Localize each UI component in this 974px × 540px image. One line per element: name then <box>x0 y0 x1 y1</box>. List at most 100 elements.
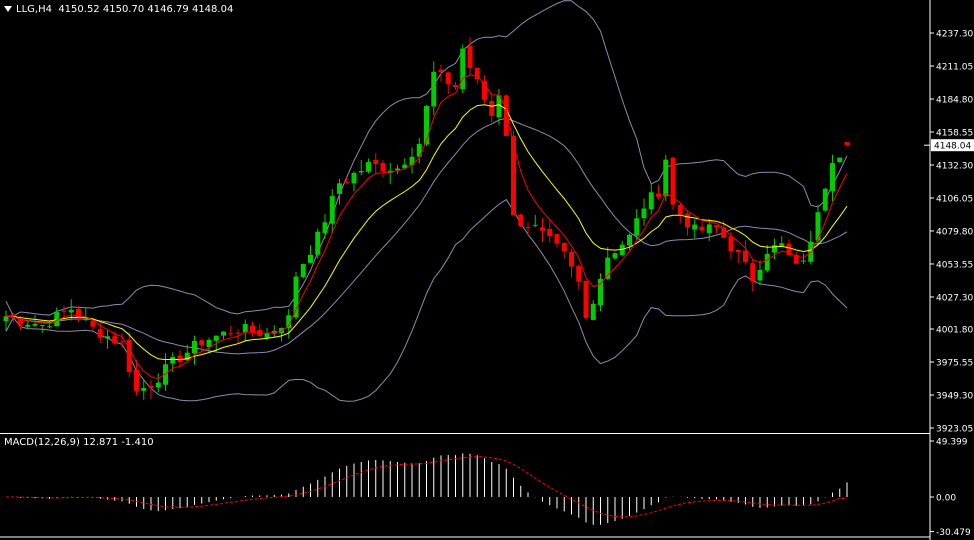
candle-body <box>677 204 683 215</box>
candle-body <box>699 226 705 231</box>
candle-body <box>561 243 567 252</box>
high-value: 4150.70 <box>102 4 145 15</box>
candle-body <box>670 157 676 205</box>
candle-body <box>409 156 415 166</box>
price-tick-label: 3949.30 <box>936 392 973 402</box>
candle-body <box>503 95 509 136</box>
candle-body <box>351 172 357 184</box>
price-tick-label: 4027.30 <box>936 293 973 303</box>
candle-body <box>344 181 350 183</box>
candle-body <box>525 227 531 229</box>
candle-body <box>228 333 234 335</box>
candle-body <box>221 331 226 336</box>
candle-body <box>772 245 777 253</box>
chart-header: LLG,H4 4150.52 4150.70 4146.79 4148.04 <box>4 4 233 15</box>
candle-body <box>329 196 335 224</box>
candle-body <box>39 324 45 326</box>
candle-body <box>511 136 516 216</box>
candle-body <box>844 142 850 146</box>
candle-body <box>743 250 748 263</box>
candle-body <box>105 336 110 339</box>
symbol-label: LLG,H4 <box>16 4 52 15</box>
candle-body <box>250 325 255 332</box>
price-tick-label: 4053.55 <box>936 260 973 270</box>
open-value: 4150.52 <box>58 4 100 15</box>
candle-body <box>315 231 321 255</box>
candle-body <box>590 303 596 320</box>
candle-body <box>10 314 16 318</box>
candle-body <box>692 224 698 230</box>
candle-body <box>47 326 52 328</box>
candle-body <box>68 309 74 313</box>
candle-body <box>685 213 690 228</box>
candle-body <box>605 257 611 279</box>
bollinger-middle-line <box>5 117 848 355</box>
candle-body <box>3 316 9 322</box>
candle-body <box>518 214 524 227</box>
macd-signal-line <box>6 456 848 518</box>
candle-body <box>750 263 756 282</box>
candle-body <box>155 382 161 388</box>
current-price-label: 4148.04 <box>934 142 971 152</box>
candle-body <box>467 46 473 69</box>
low-value: 4146.79 <box>147 4 189 15</box>
candle-body <box>416 143 422 157</box>
candle-body <box>242 323 248 333</box>
candle-body <box>721 227 727 238</box>
candle-body <box>496 95 502 118</box>
candle-body <box>438 69 444 73</box>
candle-body <box>801 260 806 262</box>
candle-body <box>583 280 589 319</box>
candle-body <box>445 72 451 85</box>
candle-body <box>199 340 205 346</box>
candle-body <box>482 80 487 100</box>
candle-body <box>141 388 147 391</box>
price-tick-label: 4001.80 <box>936 326 973 336</box>
macd-tick-label: 49.399 <box>936 438 968 448</box>
candle-body <box>184 352 190 361</box>
candle-body <box>822 188 828 211</box>
price-tick-label: 4158.55 <box>936 128 973 138</box>
candle-body <box>380 163 386 172</box>
candle-body <box>119 341 125 343</box>
candle-body <box>308 254 313 263</box>
candle-body <box>134 369 139 391</box>
bollinger-lower-line <box>5 198 848 402</box>
price-tick-label: 4132.30 <box>936 161 973 171</box>
candle-body <box>112 336 118 344</box>
candle-body <box>235 332 241 334</box>
candle-body <box>706 224 712 233</box>
candle-body <box>126 339 132 373</box>
dropdown-triangle-icon[interactable] <box>4 6 12 12</box>
candle-body <box>83 318 89 321</box>
candle-body <box>648 192 654 210</box>
price-tick-label: 4237.30 <box>936 30 973 40</box>
bollinger-upper-line <box>5 0 848 317</box>
current-price-box <box>931 139 974 152</box>
macd-signal-value: -1.410 <box>121 437 154 448</box>
candle-body <box>148 385 154 389</box>
macd-tick-label: 0.00 <box>936 494 956 504</box>
macd-tick-label: -30.479 <box>936 528 971 538</box>
candle-body <box>663 159 669 197</box>
candle-body <box>714 225 719 228</box>
candle-body <box>424 105 429 145</box>
candle-body <box>460 48 466 90</box>
candle-body <box>554 234 560 244</box>
candle-body <box>627 234 632 246</box>
candle-body <box>25 324 31 327</box>
candle-body <box>97 329 103 338</box>
price-tick-label: 3923.05 <box>936 425 973 435</box>
candle-body <box>815 212 821 241</box>
candle-body <box>177 355 183 363</box>
candle-body <box>547 228 553 237</box>
fast-ma-line <box>5 74 848 380</box>
candle-body <box>656 193 661 197</box>
slow-ma-line <box>5 104 848 361</box>
candle-body <box>373 159 379 165</box>
price-tick-label: 3975.55 <box>936 359 973 369</box>
candle-body <box>264 333 270 338</box>
candle-body <box>192 340 197 354</box>
candle-body <box>366 162 371 172</box>
